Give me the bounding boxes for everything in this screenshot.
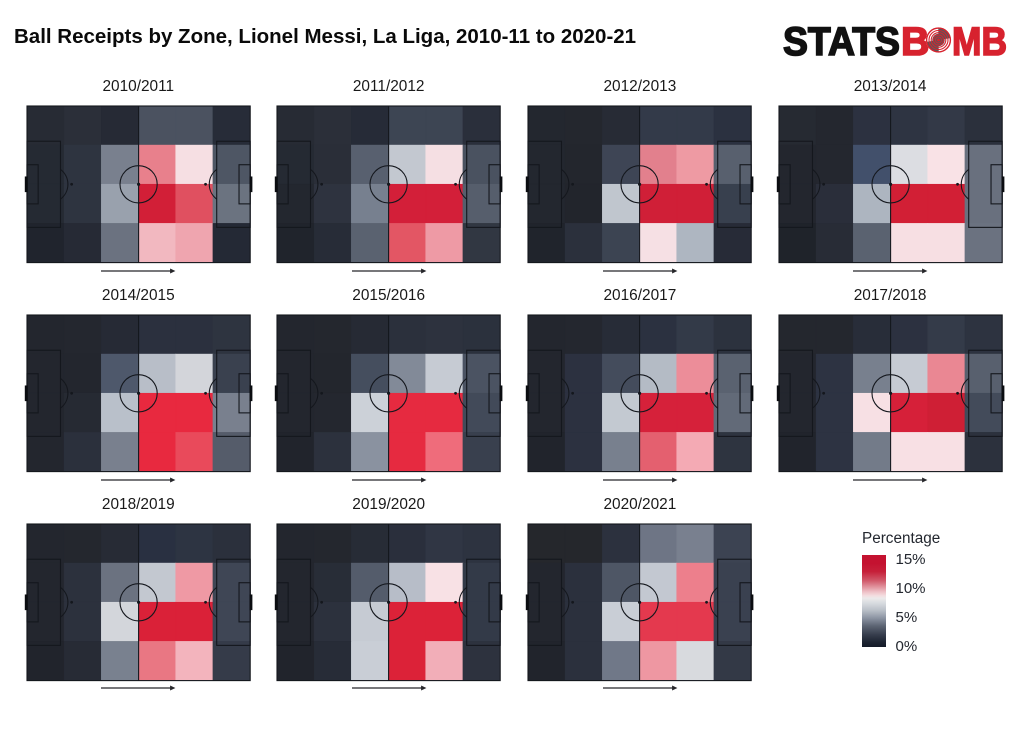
svg-text:B: B (901, 22, 930, 60)
svg-text:MB: MB (952, 22, 1007, 60)
svg-text:STATS: STATS (783, 22, 900, 60)
